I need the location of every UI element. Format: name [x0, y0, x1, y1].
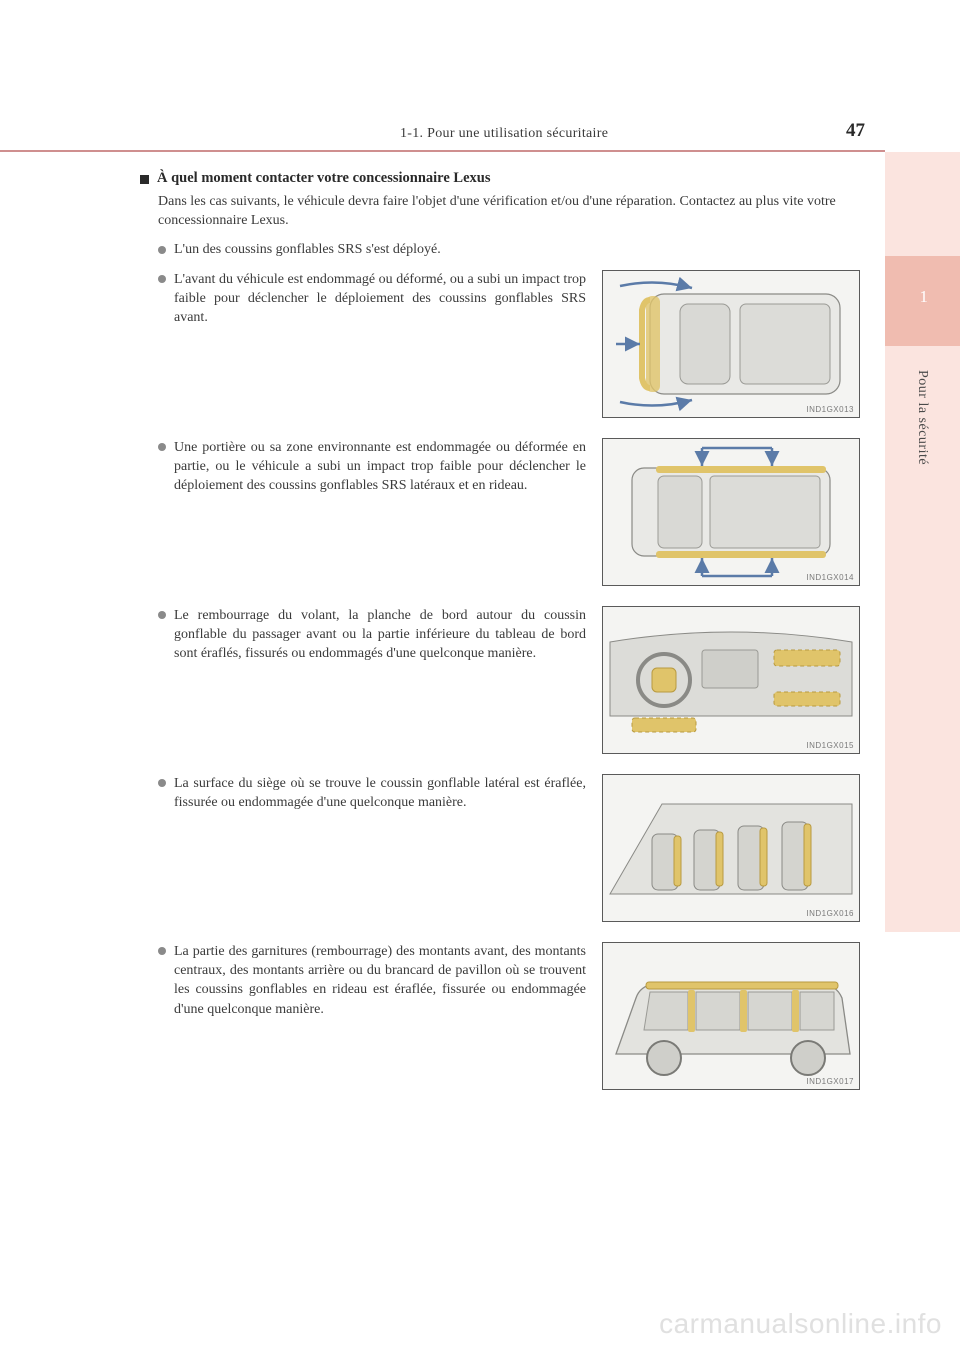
item-text: La partie des garnitures (rembourrage) d… [158, 942, 586, 1019]
figure: IND1GX016 [602, 774, 860, 922]
item-text: L'avant du véhicule est endommagé ou déf… [158, 270, 586, 328]
item-paragraph: La partie des garnitures (rembourrage) d… [174, 942, 586, 1019]
circle-bullet-icon [158, 443, 166, 451]
circle-bullet-icon [158, 611, 166, 619]
figure-label: IND1GX013 [806, 405, 854, 414]
figure-label: IND1GX015 [806, 741, 854, 750]
vehicle-top-front-diagram [602, 270, 860, 418]
dashboard-diagram [602, 606, 860, 754]
item-paragraph: L'avant du véhicule est endommagé ou déf… [174, 270, 586, 328]
list-item: La surface du siège où se trouve le cous… [158, 774, 860, 922]
square-bullet-icon [140, 175, 149, 184]
bullet-text: L'un des coussins gonflables SRS s'est d… [174, 241, 441, 260]
item-text: Le rembourrage du volant, la planche de … [158, 606, 586, 664]
item-text: La surface du siège où se trouve le cous… [158, 774, 586, 813]
content-body: À quel moment contacter votre concession… [140, 170, 860, 1110]
header-section: 1-1. Pour une utilisation sécuritaire [400, 126, 608, 142]
page-number: 47 [846, 120, 865, 142]
list-item: Une portière ou sa zone environnante est… [158, 438, 860, 586]
list-item: Le rembourrage du volant, la planche de … [158, 606, 860, 754]
figure: IND1GX015 [602, 606, 860, 754]
figure-label: IND1GX017 [806, 1077, 854, 1086]
item-paragraph: La surface du siège où se trouve le cous… [174, 774, 586, 813]
chapter-number: 1 [920, 287, 929, 307]
page: 1-1. Pour une utilisation sécuritaire 47… [0, 0, 960, 1358]
chapter-label: Pour la sécurité [914, 370, 930, 465]
circle-bullet-icon [158, 246, 166, 254]
item-paragraph: Le rembourrage du volant, la planche de … [174, 606, 586, 664]
circle-bullet-icon [158, 779, 166, 787]
intro-paragraph: Dans les cas suivants, le véhicule devra… [158, 193, 860, 231]
vehicle-side-pillar-diagram [602, 942, 860, 1090]
figure: IND1GX014 [602, 438, 860, 586]
item-paragraph: Une portière ou sa zone environnante est… [174, 438, 586, 496]
list-item: L'avant du véhicule est endommagé ou déf… [158, 270, 860, 418]
vehicle-top-side-diagram [602, 438, 860, 586]
section-title: À quel moment contacter votre concession… [140, 170, 860, 187]
item-text: Une portière ou sa zone environnante est… [158, 438, 586, 496]
figure-label: IND1GX016 [806, 909, 854, 918]
figure-label: IND1GX014 [806, 573, 854, 582]
header-rule [0, 150, 885, 152]
list-item: La partie des garnitures (rembourrage) d… [158, 942, 860, 1090]
bullet-item: L'un des coussins gonflables SRS s'est d… [158, 241, 860, 260]
figure: IND1GX017 [602, 942, 860, 1090]
circle-bullet-icon [158, 275, 166, 283]
circle-bullet-icon [158, 947, 166, 955]
figure: IND1GX013 [602, 270, 860, 418]
title-text: À quel moment contacter votre concession… [157, 170, 490, 187]
watermark: carmanualsonline.info [659, 1308, 942, 1340]
seats-interior-diagram [602, 774, 860, 922]
